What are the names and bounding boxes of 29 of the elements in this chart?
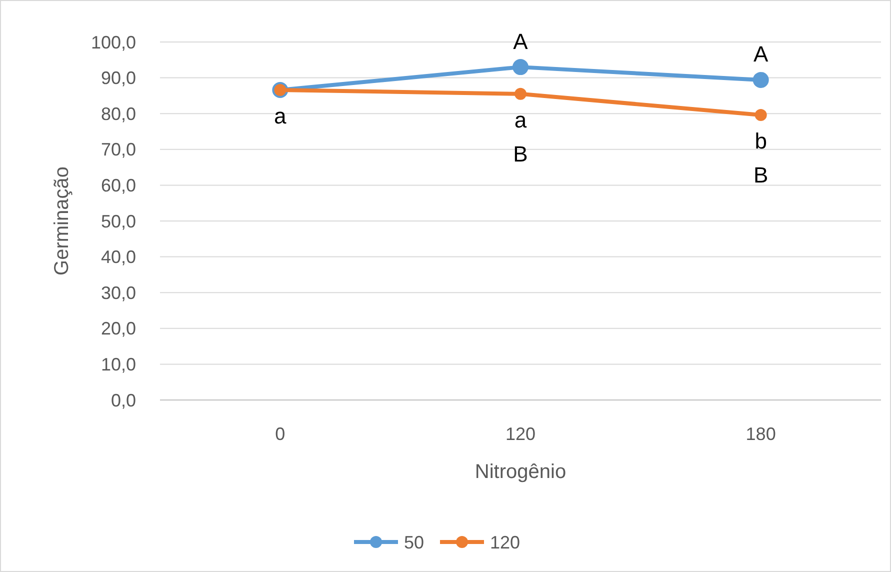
point <box>752 72 769 88</box>
y-tick-label: 20,0 <box>100 318 136 339</box>
y-tick-label: 30,0 <box>100 282 136 303</box>
point <box>754 109 767 122</box>
annotation: B <box>753 162 768 188</box>
y-tick-label: 50,0 <box>100 211 136 232</box>
point <box>514 88 526 100</box>
y-tick-label: 40,0 <box>100 247 136 268</box>
legend-label: 120 <box>490 532 520 552</box>
y-tick-label: 90,0 <box>100 68 136 88</box>
x-tick-label: 180 <box>746 424 776 444</box>
y-tick-label: 70,0 <box>100 140 136 160</box>
annotation: a <box>274 104 288 129</box>
annotation: b <box>754 128 767 154</box>
y-axis-title: Germinação <box>51 166 73 276</box>
y-tick-label: 10,0 <box>100 354 136 374</box>
point <box>512 59 528 76</box>
x-axis-title: Nitrogênio <box>474 461 566 483</box>
x-tick-label: 120 <box>505 424 536 444</box>
legend-label: 50 <box>404 532 424 552</box>
annotation: B <box>513 142 528 167</box>
x-tick-label: 0 <box>275 424 286 444</box>
y-tick-label: 0,0 <box>110 390 136 410</box>
y-tick-label: 80,0 <box>100 104 136 124</box>
annotation: A <box>513 28 528 54</box>
annotation: a <box>514 108 528 133</box>
y-tick-label: 100,0 <box>90 32 136 52</box>
y-tick-label: 60,0 <box>100 176 136 196</box>
annotation: A <box>753 42 768 67</box>
